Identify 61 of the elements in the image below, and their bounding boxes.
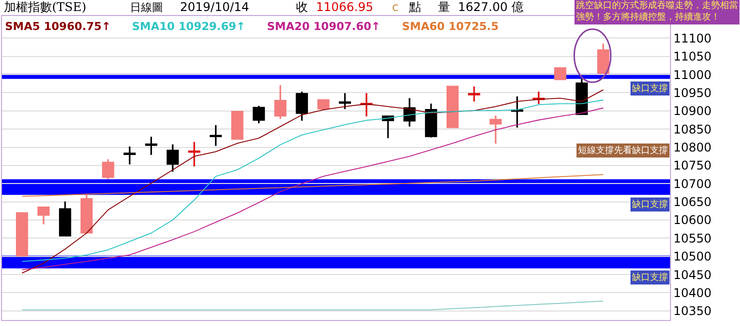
y-tick-label: 10700 [673, 176, 712, 191]
candlestick [80, 193, 93, 234]
candlestick [59, 200, 72, 236]
text: 2019/10/14 [180, 0, 250, 14]
candlestick [252, 105, 265, 124]
candlestick [274, 84, 286, 120]
text: SMA20 10907.60↑ [267, 20, 380, 33]
text: 收 [296, 0, 308, 14]
candlestick [597, 42, 610, 74]
candlestick [37, 206, 50, 226]
candlestick [554, 66, 566, 80]
y-tick-label: 10900 [673, 104, 712, 118]
candlestick [166, 144, 179, 172]
y-tick-label: 10750 [673, 158, 712, 173]
candlestick [102, 158, 114, 180]
y-tick-label: 11050 [673, 50, 712, 64]
text: c [392, 0, 399, 14]
candlestick [16, 212, 28, 256]
candlestick [576, 78, 588, 115]
text: 1627.00 億 [458, 0, 524, 14]
text: SMA10 10929.69↑ [132, 20, 246, 33]
y-tick-label: 11100 [673, 31, 712, 46]
candlestick [145, 136, 158, 156]
y-tick-label: 10500 [673, 250, 712, 264]
text: 11066.95 [316, 0, 374, 14]
y-tick-label: 10550 [673, 231, 712, 246]
band-label: 缺口支撐 [632, 83, 668, 94]
annotation: 跳空缺口的方式形成吞噬走勢，走勢相當強勢！多方將持續控盤，持續進攻！ [576, 0, 738, 23]
y-tick-label: 10650 [673, 195, 712, 210]
candlestick [360, 92, 373, 118]
y-tick-label: 11000 [673, 68, 712, 82]
chart-title: 加權指數(TSE) [4, 0, 86, 14]
candlestick [296, 90, 308, 122]
candlestick [210, 124, 222, 147]
candlestick [490, 114, 502, 144]
candlestick [338, 92, 352, 110]
candlestick [468, 86, 480, 102]
y-tick-label: 10450 [673, 268, 712, 282]
y-tick-label: 10350 [673, 304, 712, 318]
candlestick [317, 98, 330, 110]
candlestick [511, 96, 524, 128]
text: SMA60 10725.5 [402, 20, 499, 33]
y-tick-label: 10950 [673, 86, 712, 100]
candlestick [424, 102, 438, 138]
candlestick [231, 110, 244, 140]
y-tick-label: 10850 [673, 122, 712, 136]
text: 量 [438, 0, 450, 14]
annotation: 短線支撐先看缺口支撐 [578, 145, 668, 156]
y-tick-label: 10800 [673, 140, 712, 154]
y-tick-label: 10400 [673, 286, 712, 300]
line-series [22, 174, 604, 197]
band-label: 缺口支撐 [632, 272, 668, 283]
y-tick-label: 10600 [673, 213, 712, 228]
candlestick [188, 141, 200, 168]
band-label: 缺口支撐 [632, 199, 668, 210]
candlestick [446, 86, 459, 128]
text: 日線圖 [130, 1, 163, 14]
candlestick [124, 146, 136, 166]
text: 點 [408, 0, 421, 14]
text: SMA5 10960.75↑ [5, 20, 111, 33]
line-series [22, 300, 604, 310]
